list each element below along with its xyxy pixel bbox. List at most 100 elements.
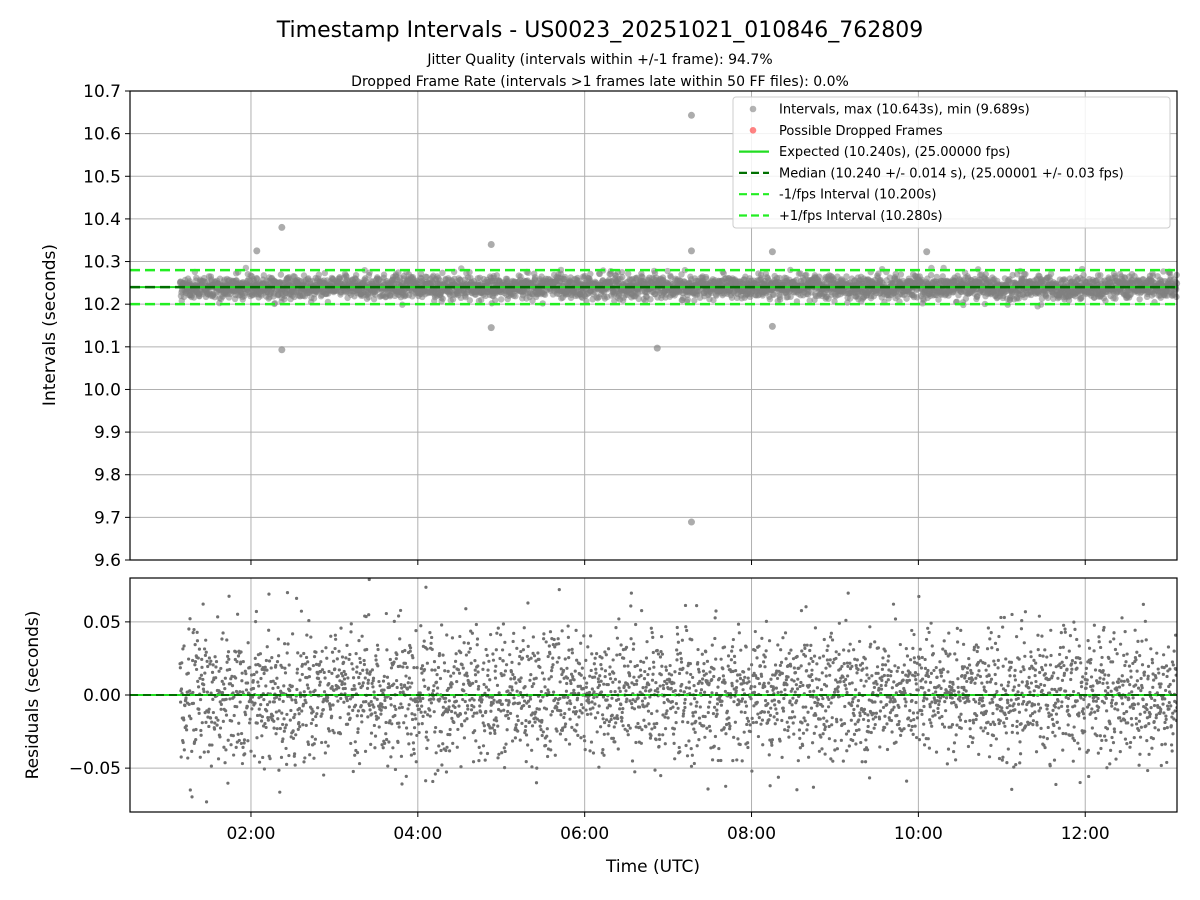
residual-point — [488, 678, 492, 682]
residual-point — [357, 675, 361, 680]
residual-point — [198, 697, 203, 702]
residual-point — [426, 686, 431, 690]
residual-point — [275, 676, 279, 680]
residual-point — [380, 743, 384, 747]
residual-point — [242, 741, 246, 745]
residual-point — [357, 761, 362, 766]
interval-point — [667, 273, 674, 281]
residual-point — [274, 710, 278, 714]
residual-point — [304, 655, 309, 660]
residual-point — [414, 629, 418, 633]
residual-point — [389, 703, 393, 707]
residual-point — [475, 643, 479, 647]
residual-point — [201, 687, 206, 691]
residual-point — [572, 688, 576, 692]
residual-point — [185, 728, 189, 732]
residual-point — [383, 741, 387, 746]
residual-point — [535, 766, 539, 770]
residual-point — [459, 765, 463, 769]
residual-point — [415, 704, 419, 708]
residual-point — [495, 631, 499, 635]
residual-point — [563, 722, 568, 726]
residual-point — [277, 697, 282, 701]
interval-point — [395, 269, 402, 276]
interval-point — [768, 248, 776, 256]
interval-point — [1102, 297, 1109, 305]
residual-point — [474, 622, 478, 627]
residual-point — [492, 698, 496, 702]
residual-point — [385, 737, 389, 742]
residual-point — [358, 660, 363, 665]
residual-point — [557, 642, 561, 646]
residual-point — [232, 695, 236, 699]
residual-point — [464, 653, 469, 657]
residual-point — [563, 725, 567, 729]
residual-point — [338, 732, 343, 736]
residual-point — [447, 708, 451, 712]
residual-point — [410, 717, 415, 722]
residual-point — [521, 639, 525, 643]
residual-point — [309, 635, 313, 639]
residual-point — [517, 662, 521, 666]
residual-point — [457, 671, 462, 675]
residual-point — [332, 731, 336, 735]
residual-point — [492, 723, 496, 727]
residual-point — [567, 648, 571, 652]
residual-point — [369, 731, 374, 735]
residual-point — [303, 662, 308, 666]
residual-point — [439, 730, 443, 734]
residual-point — [433, 730, 437, 734]
residual-point — [330, 650, 335, 654]
residual-point — [285, 762, 289, 766]
residual-point — [247, 721, 252, 725]
residual-point — [565, 701, 569, 705]
residual-point — [556, 701, 560, 705]
residual-point — [378, 684, 382, 688]
residual-point — [188, 617, 192, 621]
residual-point — [257, 760, 262, 764]
interval-point — [439, 269, 446, 277]
residual-point — [451, 741, 455, 745]
residual-point — [469, 629, 473, 633]
residual-point — [343, 672, 348, 676]
residual-point — [397, 725, 401, 729]
residual-point — [542, 637, 546, 641]
residual-point — [569, 672, 574, 676]
residual-point — [422, 678, 426, 682]
residual-point — [391, 746, 395, 750]
residual-point — [543, 685, 547, 689]
interval-point — [803, 271, 810, 279]
interval-point — [787, 293, 794, 300]
interval-point — [352, 271, 360, 279]
residual-point — [440, 763, 444, 767]
interval-point — [846, 295, 854, 302]
residual-point — [429, 641, 433, 645]
residual-point — [494, 664, 498, 668]
residual-point — [286, 642, 290, 646]
residual-point — [565, 681, 569, 686]
residual-point — [422, 667, 427, 672]
residual-point — [347, 657, 351, 661]
residual-point — [285, 712, 289, 717]
residual-point — [202, 683, 206, 687]
residual-point — [524, 733, 529, 737]
residual-point — [356, 730, 360, 735]
residual-point — [252, 754, 257, 758]
residual-point — [375, 697, 379, 701]
residual-point — [215, 723, 219, 727]
residual-point — [504, 698, 508, 702]
residual-point — [497, 752, 501, 756]
residual-point — [202, 689, 206, 694]
residual-point — [323, 676, 327, 680]
residual-point — [432, 660, 437, 664]
residual-point — [381, 746, 385, 750]
residual-point — [306, 660, 310, 664]
residual-point — [576, 684, 580, 688]
residual-point — [487, 688, 491, 692]
residual-point — [191, 630, 195, 635]
residual-point — [296, 651, 300, 655]
residual-point — [409, 753, 414, 757]
residual-point — [377, 725, 381, 729]
residual-point — [436, 768, 440, 772]
